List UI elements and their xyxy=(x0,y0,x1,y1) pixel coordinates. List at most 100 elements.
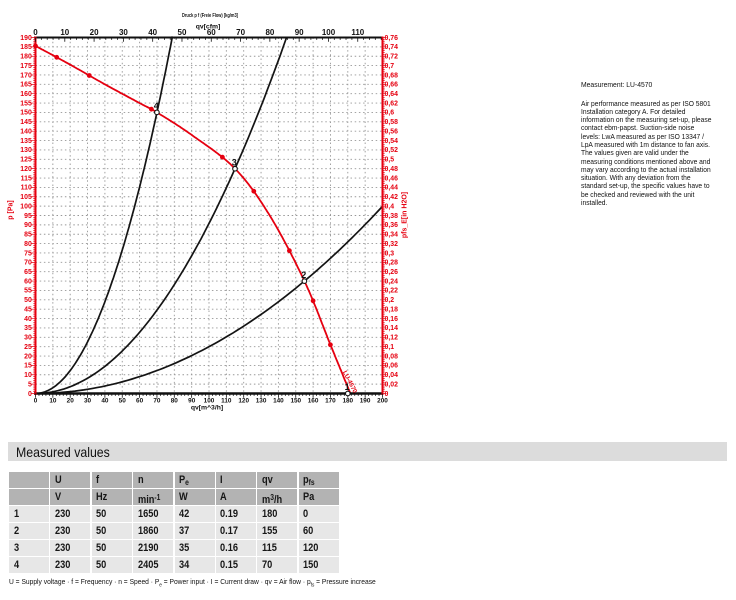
svg-text:20: 20 xyxy=(24,353,32,360)
svg-text:0,54: 0,54 xyxy=(385,138,399,145)
svg-text:0,04: 0,04 xyxy=(385,372,399,379)
svg-text:175: 175 xyxy=(20,63,32,70)
svg-text:70: 70 xyxy=(24,260,32,267)
svg-text:110: 110 xyxy=(351,28,364,37)
svg-text:0,66: 0,66 xyxy=(385,82,399,89)
svg-text:80: 80 xyxy=(24,241,32,248)
svg-text:0,14: 0,14 xyxy=(385,325,399,332)
svg-text:45: 45 xyxy=(24,307,32,314)
svg-text:90: 90 xyxy=(24,222,32,229)
svg-text:0,28: 0,28 xyxy=(385,260,399,267)
svg-text:115: 115 xyxy=(21,175,32,182)
svg-text:25: 25 xyxy=(24,344,32,351)
svg-text:40: 40 xyxy=(148,28,157,37)
svg-text:200: 200 xyxy=(377,397,388,404)
svg-text:100: 100 xyxy=(204,397,215,404)
svg-text:120: 120 xyxy=(238,397,249,404)
svg-text:0,62: 0,62 xyxy=(385,100,399,107)
svg-text:10: 10 xyxy=(49,397,57,404)
svg-text:0,06: 0,06 xyxy=(385,363,399,370)
svg-text:0,74: 0,74 xyxy=(385,44,399,51)
svg-text:0,6: 0,6 xyxy=(385,110,395,117)
svg-text:0,32: 0,32 xyxy=(385,241,399,248)
svg-text:p [Pa]: p [Pa] xyxy=(8,200,15,219)
svg-text:0,5: 0,5 xyxy=(385,157,395,164)
svg-text:qv[m^3/h]: qv[m^3/h] xyxy=(191,404,223,412)
svg-text:10: 10 xyxy=(24,372,32,379)
svg-text:0: 0 xyxy=(28,391,32,398)
svg-text:5: 5 xyxy=(28,381,32,388)
svg-text:50: 50 xyxy=(119,397,127,404)
svg-text:0,3: 0,3 xyxy=(385,250,395,257)
svg-text:1: 1 xyxy=(345,382,350,392)
svg-text:150: 150 xyxy=(20,110,32,117)
svg-text:0,1: 0,1 xyxy=(385,344,395,351)
svg-text:2: 2 xyxy=(301,270,306,280)
svg-text:0: 0 xyxy=(33,28,38,37)
svg-text:qv[cfm]: qv[cfm] xyxy=(196,24,221,31)
svg-text:0,36: 0,36 xyxy=(385,222,399,229)
svg-text:0,18: 0,18 xyxy=(385,307,399,314)
svg-text:150: 150 xyxy=(290,397,301,404)
svg-text:0,24: 0,24 xyxy=(385,278,399,285)
svg-text:0,26: 0,26 xyxy=(385,269,399,276)
svg-text:60: 60 xyxy=(136,397,144,404)
svg-text:110: 110 xyxy=(21,185,32,192)
svg-text:0,2: 0,2 xyxy=(385,297,395,304)
svg-text:0,48: 0,48 xyxy=(385,166,399,173)
svg-text:0,42: 0,42 xyxy=(385,194,399,201)
svg-text:20: 20 xyxy=(67,397,75,404)
svg-text:110: 110 xyxy=(221,397,232,404)
svg-text:100: 100 xyxy=(20,203,32,210)
svg-text:0,56: 0,56 xyxy=(385,129,399,136)
svg-text:180: 180 xyxy=(20,54,32,61)
svg-text:0,08: 0,08 xyxy=(385,353,399,360)
svg-text:20: 20 xyxy=(90,28,99,37)
svg-text:35: 35 xyxy=(24,325,32,332)
svg-text:30: 30 xyxy=(84,397,92,404)
svg-text:0,4: 0,4 xyxy=(385,203,395,210)
svg-text:30: 30 xyxy=(119,28,128,37)
svg-text:0,34: 0,34 xyxy=(385,232,399,239)
svg-text:15: 15 xyxy=(24,363,32,370)
svg-text:180: 180 xyxy=(342,397,353,404)
svg-text:0,46: 0,46 xyxy=(385,175,399,182)
svg-text:135: 135 xyxy=(20,138,32,145)
svg-text:0,58: 0,58 xyxy=(385,119,399,126)
svg-text:pfs_E[in H2O]: pfs_E[in H2O] xyxy=(402,192,409,238)
svg-text:0,22: 0,22 xyxy=(385,288,399,295)
svg-text:90: 90 xyxy=(295,28,304,37)
svg-text:60: 60 xyxy=(24,278,32,285)
svg-text:155: 155 xyxy=(20,100,32,107)
svg-text:4: 4 xyxy=(154,101,159,111)
svg-text:160: 160 xyxy=(308,397,319,404)
svg-text:75: 75 xyxy=(24,250,32,257)
svg-text:0,44: 0,44 xyxy=(385,185,399,192)
svg-text:125: 125 xyxy=(20,157,32,164)
svg-text:50: 50 xyxy=(24,297,32,304)
svg-text:3: 3 xyxy=(232,157,237,167)
svg-text:0,52: 0,52 xyxy=(385,147,399,154)
svg-text:140: 140 xyxy=(273,397,284,404)
svg-text:0,02: 0,02 xyxy=(385,381,399,388)
svg-text:0,7: 0,7 xyxy=(385,63,395,70)
svg-text:170: 170 xyxy=(20,72,32,79)
svg-text:40: 40 xyxy=(101,397,109,404)
svg-text:0: 0 xyxy=(34,397,38,404)
svg-text:0,38: 0,38 xyxy=(385,213,399,220)
svg-text:185: 185 xyxy=(20,44,32,51)
svg-text:60: 60 xyxy=(207,28,216,37)
svg-text:160: 160 xyxy=(20,91,32,98)
svg-text:50: 50 xyxy=(178,28,187,37)
svg-text:0,68: 0,68 xyxy=(385,72,399,79)
svg-text:140: 140 xyxy=(20,129,32,136)
svg-text:170: 170 xyxy=(325,397,336,404)
svg-text:130: 130 xyxy=(20,147,32,154)
svg-text:165: 165 xyxy=(20,82,32,89)
svg-text:95: 95 xyxy=(24,213,32,220)
svg-text:0,72: 0,72 xyxy=(385,54,399,61)
svg-text:55: 55 xyxy=(24,288,32,295)
svg-text:190: 190 xyxy=(20,35,32,42)
svg-text:85: 85 xyxy=(24,232,32,239)
svg-text:0,16: 0,16 xyxy=(385,316,399,323)
